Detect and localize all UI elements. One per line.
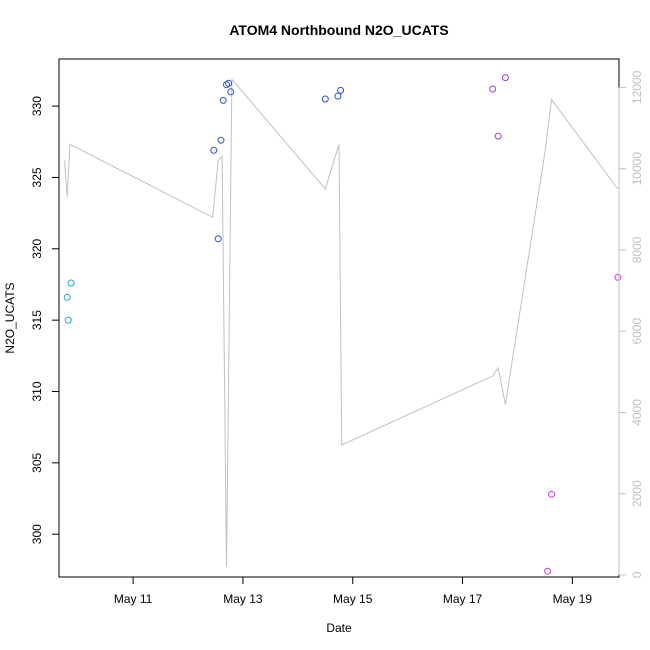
y2-tick-label: 10000 bbox=[630, 152, 644, 186]
x-tick-label: May 15 bbox=[333, 592, 373, 606]
x-tick-label: May 17 bbox=[443, 592, 483, 606]
data-point bbox=[489, 85, 497, 93]
data-point bbox=[614, 273, 622, 281]
y-axis-label: N2O_UCATS bbox=[3, 282, 17, 353]
data-point bbox=[214, 235, 222, 243]
data-point bbox=[321, 95, 329, 103]
y-tick-label: 305 bbox=[30, 453, 44, 473]
data-point bbox=[219, 96, 227, 104]
x-tick-label: May 13 bbox=[223, 592, 263, 606]
x-axis-label: Date bbox=[326, 621, 352, 635]
data-point bbox=[63, 293, 71, 301]
y-tick-label: 300 bbox=[30, 524, 44, 544]
data-point bbox=[494, 132, 502, 140]
x-tick-label: May 11 bbox=[114, 592, 153, 606]
y-tick-label: 330 bbox=[30, 96, 44, 116]
data-point bbox=[225, 79, 233, 87]
y-tick-label: 325 bbox=[30, 167, 44, 187]
data-point bbox=[210, 146, 218, 154]
altitude-layer bbox=[64, 77, 619, 567]
data-point bbox=[64, 316, 72, 324]
y-tick-label: 320 bbox=[30, 238, 44, 258]
data-point bbox=[334, 92, 342, 100]
y-tick-label: 315 bbox=[30, 310, 44, 330]
x-tick-label: May 19 bbox=[553, 592, 593, 606]
y2-tick-label: 2000 bbox=[630, 480, 644, 507]
data-point bbox=[548, 490, 555, 498]
y-axis: 300 305 310 315 320 325 330 bbox=[30, 96, 60, 544]
points-layer bbox=[63, 74, 622, 575]
data-point bbox=[227, 88, 235, 96]
y2-tick-label: 4000 bbox=[630, 399, 644, 426]
data-point bbox=[337, 86, 345, 94]
y2-tick-label: 0 bbox=[630, 571, 644, 578]
data-point bbox=[501, 74, 509, 82]
x-axis: May 11 May 13 May 15 May 17 May 19 bbox=[114, 576, 593, 606]
y2-axis: 0 2000 4000 6000 8000 10000 12000 bbox=[618, 70, 644, 578]
altitude-line bbox=[64, 77, 619, 567]
y2-tick-label: 6000 bbox=[630, 318, 644, 345]
chart-title: ATOM4 Northbound N2O_UCATS bbox=[229, 22, 448, 38]
data-point bbox=[544, 567, 552, 575]
y-tick-label: 310 bbox=[30, 381, 44, 401]
data-point bbox=[67, 279, 75, 287]
y2-tick-label: 8000 bbox=[630, 236, 644, 263]
data-point bbox=[217, 136, 225, 144]
y2-tick-label: 12000 bbox=[630, 70, 644, 104]
